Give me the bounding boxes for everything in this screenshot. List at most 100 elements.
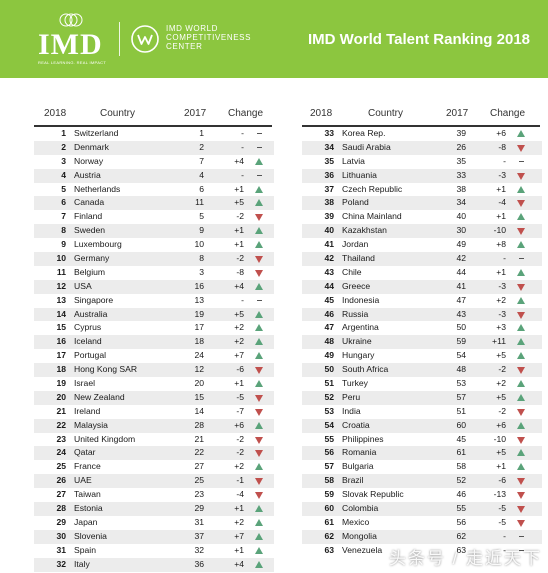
prev-rank-cell: 25 [194, 475, 204, 486]
imd-logo-circles-icon [59, 13, 83, 27]
rank-cell: 21 [56, 405, 66, 416]
change-cell: -2 [236, 447, 244, 458]
country-cell: Latvia [342, 155, 365, 166]
table-row: 23 United Kingdom 21 -2 [34, 433, 274, 447]
table-row: 35 Latvia 35 - [302, 155, 542, 169]
rank-cell: 50 [324, 364, 334, 375]
change-cell: - [503, 253, 506, 264]
table-row: 52 Peru 57 +5 [302, 390, 542, 405]
no-change-icon [516, 544, 526, 558]
rank-cell: 41 [324, 239, 334, 250]
table-row: 3 Norway 7 +4 [34, 155, 274, 169]
country-cell: Austria [74, 169, 101, 180]
arrow-up-icon [254, 349, 264, 363]
change-cell: +5 [496, 447, 506, 458]
table-row: 12 USA 16 +4 [34, 279, 274, 294]
arrow-up-icon [254, 530, 264, 544]
rank-cell: 47 [324, 322, 334, 333]
country-cell: Chile [342, 266, 362, 277]
change-cell: -2 [236, 211, 244, 222]
prev-rank-cell: 44 [456, 266, 466, 277]
country-cell: Poland [342, 197, 369, 208]
country-cell: Spain [74, 544, 96, 555]
arrow-down-icon [254, 446, 264, 460]
change-cell: +2 [496, 294, 506, 305]
col-2018-header: 2018 [44, 108, 67, 119]
prev-rank-cell: 34 [456, 197, 466, 208]
country-cell: Peru [342, 391, 361, 402]
arrow-up-icon [516, 321, 526, 335]
prev-rank-cell: 27 [194, 461, 204, 472]
country-cell: Netherlands [74, 183, 121, 194]
table-row: 2 Denmark 2 - [34, 140, 274, 155]
rank-cell: 39 [324, 211, 334, 222]
rank-cell: 22 [56, 419, 66, 430]
prev-rank-cell: 62 [456, 530, 466, 541]
rank-cell: 57 [324, 461, 334, 472]
prev-rank-cell: 52 [456, 475, 466, 486]
arrow-up-icon [516, 266, 526, 280]
table-row: 62 Mongolia 62 - [302, 529, 542, 544]
table-row: 59 Slovak Republic 46 -13 [302, 488, 542, 502]
prev-rank-cell: 18 [194, 336, 204, 347]
change-cell: - [241, 141, 244, 152]
change-cell: - [241, 294, 244, 305]
country-cell: India [342, 405, 361, 416]
country-cell: Jordan [342, 239, 369, 250]
change-cell: -8 [498, 141, 506, 152]
table-row: 61 Mexico 56 -5 [302, 516, 542, 530]
country-cell: Hungary [342, 350, 375, 361]
wcc-line1: IMD WORLD [166, 24, 219, 33]
rank-cell: 24 [56, 447, 66, 458]
rank-cell: 6 [61, 197, 66, 208]
rank-cell: 28 [56, 503, 66, 514]
prev-rank-cell: 55 [456, 503, 466, 514]
country-cell: Norway [74, 155, 104, 166]
change-cell: +1 [496, 211, 506, 222]
arrow-up-icon [516, 460, 526, 474]
country-cell: Sweden [74, 225, 106, 236]
table-row: 56 Romania 61 +5 [302, 446, 542, 461]
change-cell: +7 [234, 350, 244, 361]
arrow-up-icon [254, 280, 264, 294]
prev-rank-cell: 11 [195, 197, 204, 208]
no-change-icon [516, 155, 526, 169]
country-cell: Slovak Republic [342, 489, 404, 500]
arrow-up-icon [254, 224, 264, 238]
change-cell: +7 [234, 530, 244, 541]
rank-cell: 32 [56, 558, 66, 569]
rank-cell: 16 [56, 336, 66, 347]
country-cell: Mongolia [342, 530, 377, 541]
country-cell: Argentina [342, 322, 379, 333]
country-cell: Taiwan [74, 489, 101, 500]
rank-cell: 19 [56, 378, 66, 389]
imd-logo: IMD REAL LEARNING. REAL IMPACT [36, 12, 106, 66]
no-change-icon [516, 252, 526, 266]
col-change-header: Change [490, 108, 526, 119]
table-row: 26 UAE 25 -1 [34, 474, 274, 489]
rank-cell: 30 [56, 530, 66, 541]
rank-cell: 36 [324, 169, 334, 180]
change-cell: +4 [234, 280, 244, 291]
prev-rank-cell: 63 [456, 544, 466, 555]
table-row: 58 Brazil 52 -6 [302, 474, 542, 489]
country-cell: Belgium [74, 266, 106, 277]
rank-cell: 1 [61, 128, 66, 138]
change-cell: -7 [236, 405, 244, 416]
country-cell: Colombia [342, 503, 379, 514]
country-cell: Russia [342, 308, 369, 319]
change-cell: +2 [234, 322, 244, 333]
arrow-down-icon [254, 488, 264, 502]
prev-rank-cell: 13 [194, 294, 204, 305]
watermark: 头条号 / 走近天下 [388, 549, 542, 568]
arrow-down-icon [516, 169, 526, 183]
change-cell: -10 [493, 225, 506, 236]
rank-cell: 4 [61, 169, 66, 180]
country-cell: Ukraine [342, 336, 372, 347]
rank-cell: 27 [56, 489, 66, 500]
prev-rank-cell: 35 [456, 155, 466, 166]
table-row: 1 Switzerland 1 - [34, 127, 274, 141]
table-row: 10 Germany 8 -2 [34, 252, 274, 266]
table-row: 32 Italy 36 +4 [34, 557, 274, 572]
rank-cell: 43 [324, 266, 334, 277]
